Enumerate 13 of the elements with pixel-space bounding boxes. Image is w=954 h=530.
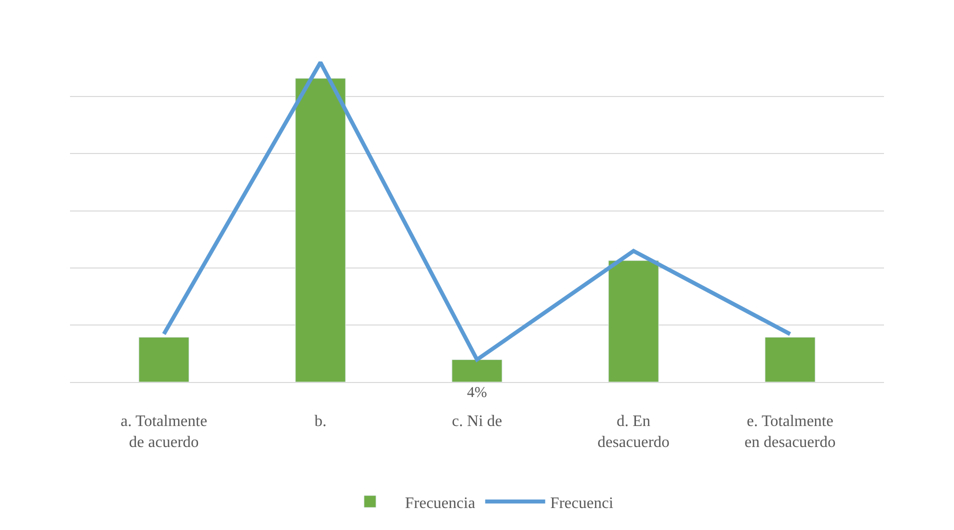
x-tick-label: d. En desacuerdo: [598, 413, 670, 451]
x-tick-label: e. Totalmente en desacuerdo: [744, 413, 836, 451]
text: 4%: [467, 385, 487, 401]
bar: [452, 359, 502, 382]
x-tick-label: b.: [314, 413, 326, 430]
bar: [295, 78, 346, 382]
bar: [764, 337, 816, 382]
x-tick-label: c. Ni de: [452, 413, 502, 430]
bar: [138, 337, 190, 382]
legend-label: Frecuenci: [550, 494, 614, 512]
legend-label: Frecuencia: [405, 494, 476, 512]
bar: [608, 260, 659, 382]
x-tick-label: a. Totalmente de acuerdo: [120, 413, 208, 451]
